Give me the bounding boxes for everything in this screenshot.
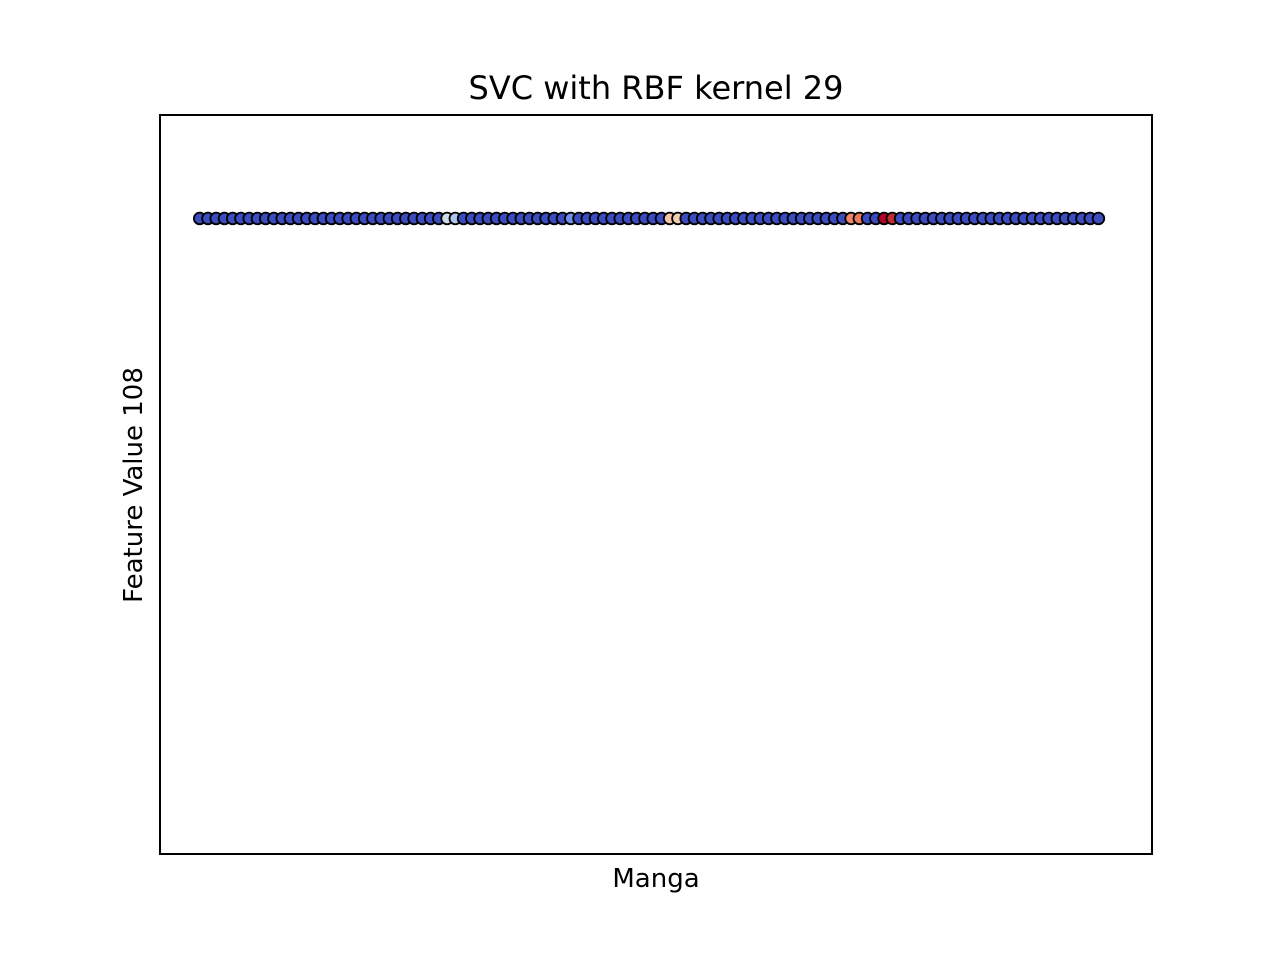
y-axis-label: Feature Value 108: [119, 367, 149, 603]
chart-title: SVC with RBF kernel 29: [469, 69, 844, 107]
scatter-points: [192, 211, 1106, 226]
x-axis-label: Manga: [612, 864, 699, 894]
scatter-point: [1091, 211, 1106, 226]
plot-frame: [159, 114, 1153, 855]
